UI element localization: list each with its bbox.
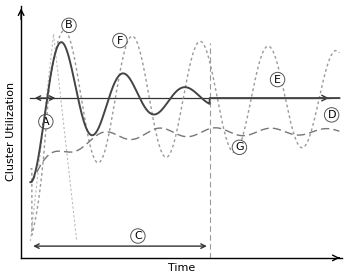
Text: A: A [42, 117, 50, 127]
Text: B: B [65, 20, 73, 30]
Text: F: F [117, 35, 123, 45]
X-axis label: Time: Time [168, 263, 196, 273]
Text: E: E [274, 74, 281, 85]
Text: C: C [134, 231, 142, 241]
Text: G: G [235, 142, 244, 152]
Y-axis label: Cluster Utilization: Cluster Utilization [6, 82, 16, 181]
Text: D: D [327, 110, 336, 120]
